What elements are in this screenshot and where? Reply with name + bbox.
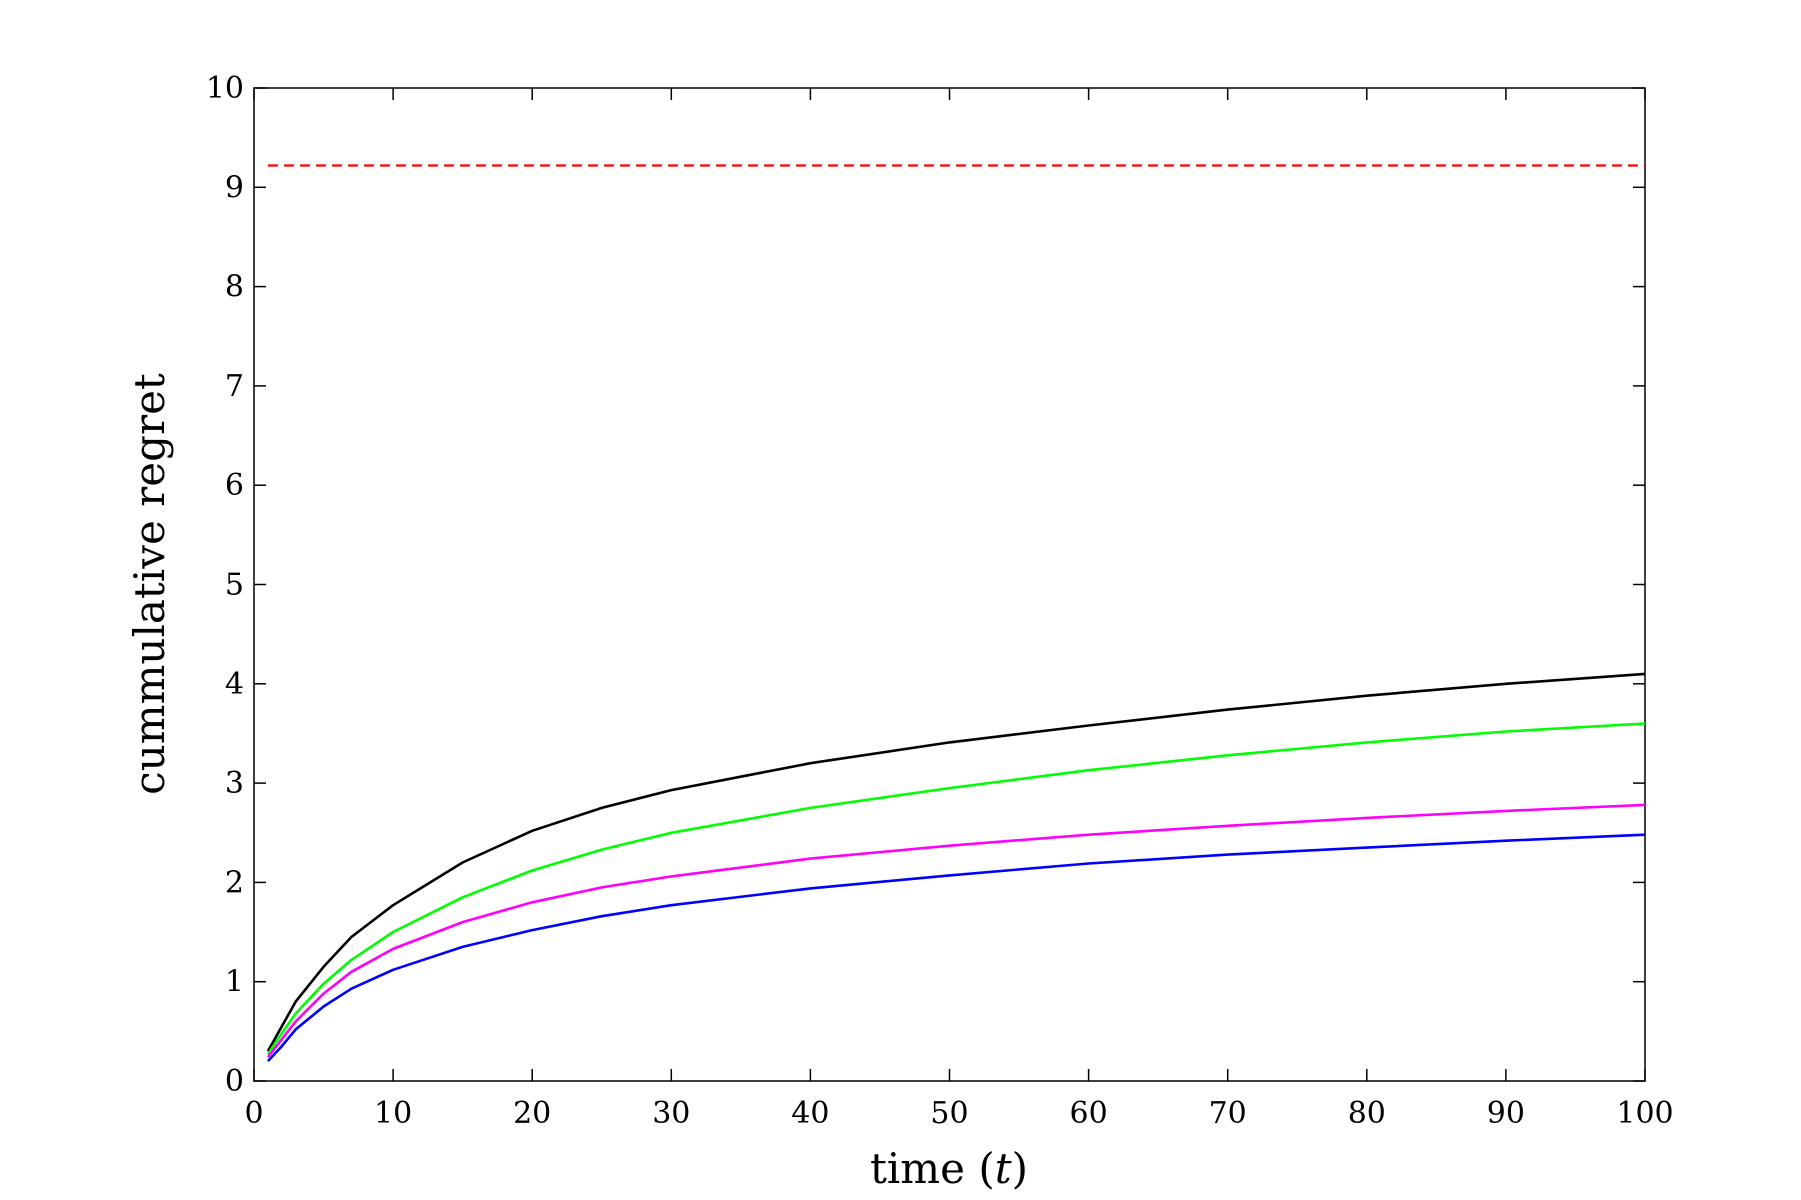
plot-area [253,87,1646,1082]
x-tick-label: 20 [513,1096,551,1131]
x-tick-label: 50 [930,1096,968,1131]
series-line-2 [266,722,1646,1055]
y-tick-label: 5 [225,568,244,603]
y-tick-label: 0 [225,1064,244,1099]
series-group [266,164,1646,1062]
x-tick-label: 30 [652,1096,690,1131]
x-axis-title: time (t) [870,1144,1028,1193]
y-tick-label: 8 [225,270,244,305]
y-tick-label: 3 [225,766,244,801]
x-tick-label: 60 [1070,1096,1108,1131]
series-line-3 [266,803,1646,1058]
x-tick-label: 10 [374,1096,412,1131]
y-tick-label: 10 [206,71,244,106]
x-tick-label: 70 [1209,1096,1247,1131]
series-line-4 [266,833,1646,1062]
y-tick-label: 6 [225,468,244,503]
y-axis-title: cummulative regret [125,373,174,795]
series-line-1 [266,672,1646,1052]
x-tick-label: 0 [244,1096,263,1131]
x-tick-label: 90 [1487,1096,1525,1131]
y-tick-label: 1 [225,965,244,1000]
y-tick-label: 2 [225,865,244,900]
y-tick-label: 4 [225,667,244,702]
x-tick-label: 40 [791,1096,829,1131]
x-tick-label: 100 [1616,1096,1673,1131]
x-tick-label: 80 [1348,1096,1386,1131]
axis-ticks: 0 10 20 30 40 50 60 70 80 90 100 0 1 2 3 4 5 6 7 8 9 10 [206,71,1674,1131]
y-tick-label: 7 [225,369,244,404]
y-tick-label: 9 [225,170,244,205]
